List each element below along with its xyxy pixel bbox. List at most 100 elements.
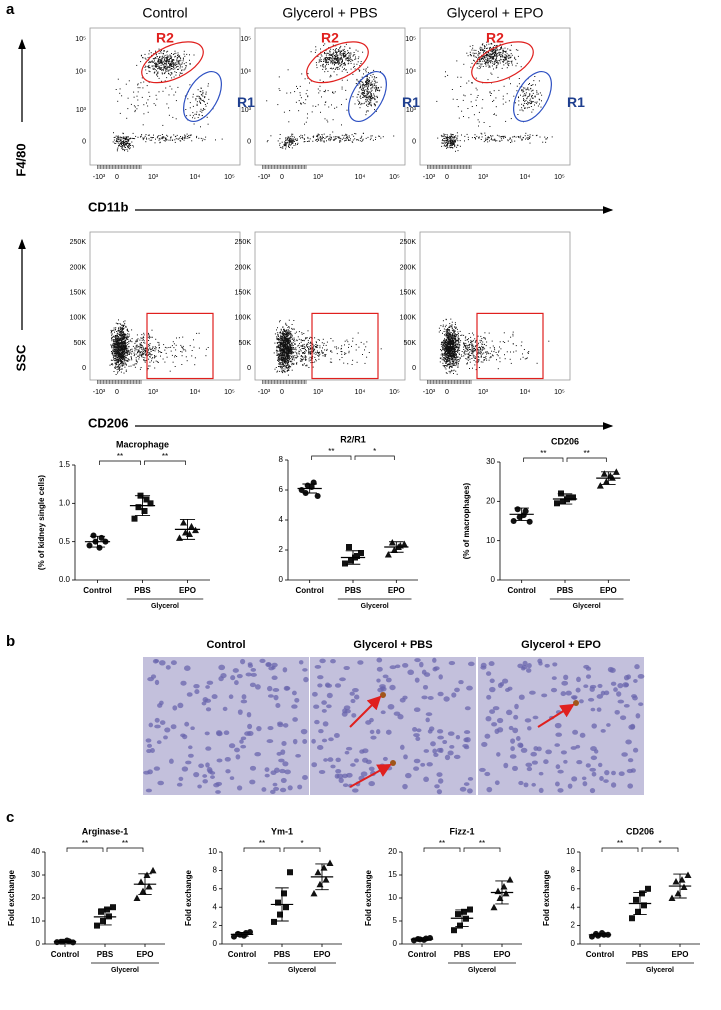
event-dot: [505, 62, 507, 64]
event-dot: [287, 340, 289, 342]
event-dot: [454, 140, 456, 142]
event-dot: [180, 60, 182, 62]
event-dot: [159, 61, 161, 63]
event-dot: [469, 51, 471, 53]
event-dot: [279, 361, 281, 363]
event-dot: [165, 70, 167, 72]
event-dot: [279, 370, 281, 372]
event-dot: [324, 91, 326, 93]
event-dot: [290, 336, 292, 338]
event-dot: [116, 360, 118, 362]
event-dot: [119, 359, 121, 361]
event-dot: [499, 43, 501, 45]
event-dot: [166, 56, 168, 58]
event-dot: [490, 139, 492, 140]
event-dot: [522, 95, 524, 97]
event-dot: [123, 144, 125, 146]
event-dot: [366, 91, 368, 93]
event-dot: [447, 137, 448, 139]
event-dot: [487, 141, 489, 143]
event-dot: [307, 136, 309, 138]
event-dot: [167, 135, 169, 137]
event-dot: [138, 358, 140, 360]
event-dot: [453, 137, 455, 139]
event-dot: [168, 55, 170, 57]
event-dot: [374, 109, 375, 111]
event-dot: [181, 72, 183, 74]
event-dot: [124, 144, 126, 146]
event-dot: [489, 54, 491, 56]
event-dot: [131, 350, 133, 352]
event-dot: [376, 77, 378, 79]
event-dot: [281, 335, 283, 337]
event-dot: [326, 140, 327, 142]
event-dot: [121, 359, 123, 361]
event-dot: [509, 60, 511, 62]
event-dot: [478, 56, 480, 58]
event-dot: [118, 336, 119, 338]
event-dot: [366, 78, 368, 80]
event-dot: [360, 86, 362, 87]
event-dot: [288, 348, 290, 350]
event-dot: [161, 136, 163, 138]
event-dot: [155, 360, 157, 362]
event-dot: [288, 342, 290, 344]
event-dot: [336, 106, 338, 108]
event-dot: [448, 139, 450, 141]
event-dot: [283, 144, 285, 146]
event-dot: [144, 360, 146, 362]
event-dot: [166, 139, 168, 141]
event-dot: [287, 335, 289, 337]
event-dot: [166, 347, 168, 349]
event-dot: [182, 138, 183, 140]
event-dot: [161, 352, 163, 353]
event-dot: [323, 44, 325, 46]
event-dot: [205, 348, 207, 350]
event-dot: [149, 71, 151, 73]
event-dot: [125, 326, 127, 328]
event-dot: [378, 87, 379, 88]
event-dot: [474, 52, 476, 54]
event-dot: [123, 326, 124, 327]
event-dot: [475, 87, 477, 89]
event-dot: [478, 137, 480, 139]
event-dot: [182, 336, 184, 338]
event-dot: [122, 344, 124, 346]
event-dot: [516, 85, 518, 87]
event-dot: [163, 59, 165, 61]
event-dot: [152, 350, 154, 351]
event-dot: [475, 99, 477, 101]
event-dot: [168, 114, 170, 116]
event-dot: [280, 355, 282, 357]
event-dot: [524, 101, 526, 102]
event-dot: [490, 95, 492, 96]
event-dot: [131, 348, 133, 350]
event-dot: [286, 353, 288, 355]
event-dot: [319, 137, 321, 139]
event-dot: [159, 142, 161, 144]
event-dot: [487, 62, 489, 64]
event-dot: [197, 95, 199, 97]
event-dot: [281, 371, 283, 373]
event-dot: [134, 354, 135, 356]
event-dot: [447, 135, 449, 137]
event-dot: [288, 346, 290, 348]
event-dot: [359, 107, 361, 109]
event-dot: [345, 98, 347, 100]
event-dot: [113, 132, 114, 134]
event-dot: [168, 70, 170, 72]
event-dot: [278, 338, 280, 340]
event-dot: [286, 324, 288, 326]
event-dot: [137, 87, 139, 89]
event-dot: [324, 58, 326, 60]
event-dot: [375, 136, 377, 138]
event-dot: [375, 139, 376, 140]
event-dot: [128, 335, 130, 337]
event-dot: [304, 352, 306, 354]
event-dot: [528, 138, 529, 140]
event-dot: [521, 90, 523, 92]
event-dot: [514, 56, 516, 58]
event-dot: [127, 350, 129, 352]
event-dot: [360, 63, 362, 64]
event-dot: [288, 366, 290, 368]
